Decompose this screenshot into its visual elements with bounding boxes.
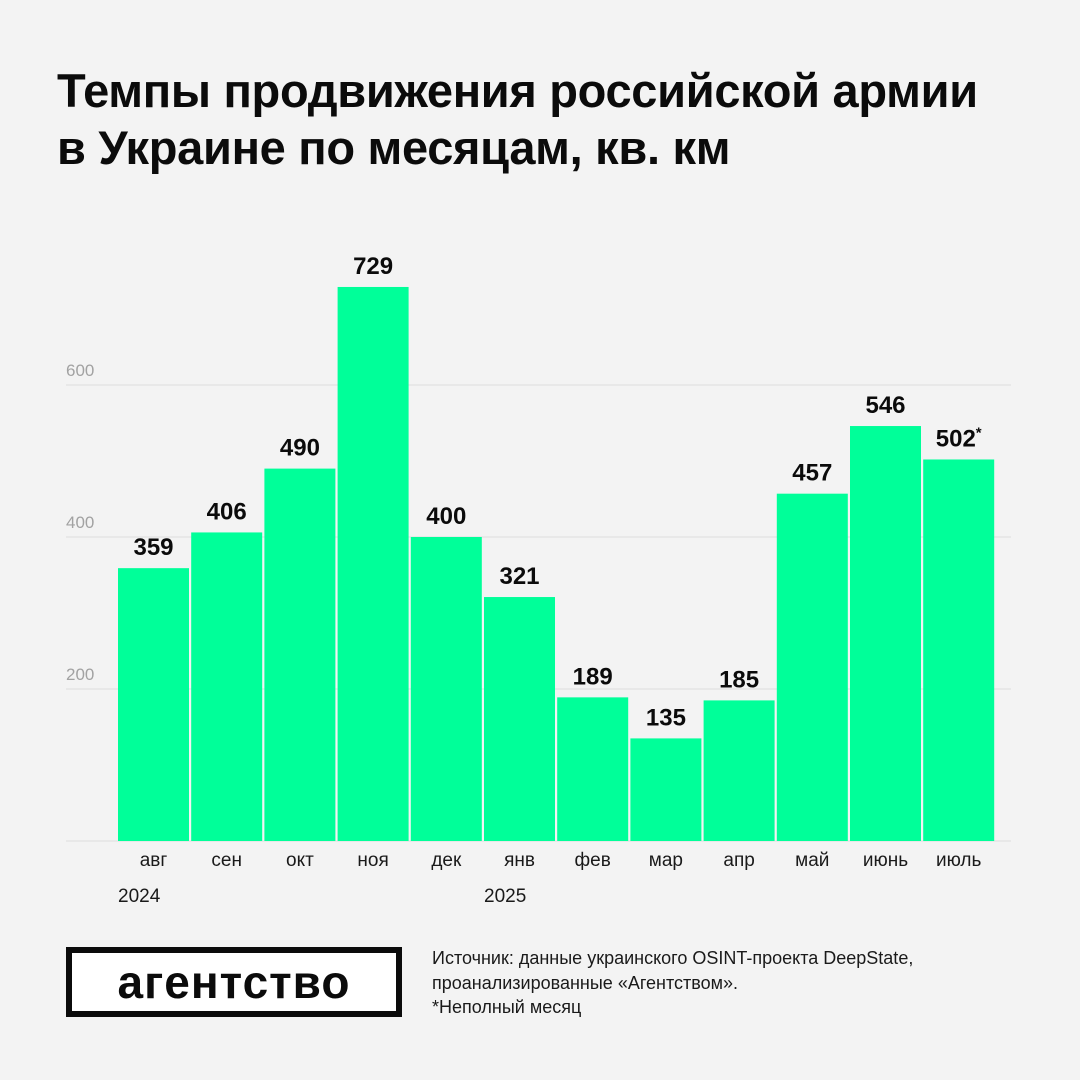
y-tick-label-600: 600 [66,361,94,380]
bar-июль [923,459,995,841]
bar-ноя [337,286,409,842]
value-label-авг: 359 [133,534,173,561]
bar-апр [703,700,775,841]
source-note: Источник: данные украинского OSINT-проек… [432,946,1032,1020]
source-line-1: Источник: данные украинского OSINT-проек… [432,948,914,968]
bar-янв [484,597,555,841]
category-label-дек: дек [431,850,462,871]
category-label-окт: окт [286,850,314,871]
bar-июнь [850,426,921,841]
category-label-ноя: ноя [357,850,388,871]
value-label-фев: 189 [573,663,613,690]
y-tick-label-200: 200 [66,665,94,684]
value-label-янв: 321 [499,563,539,590]
logo-text: агентство [117,956,351,1008]
bar-дек [410,537,482,841]
bars-layer [118,286,995,842]
value-label-мар: 135 [646,704,686,731]
bar-chart: 200 400 600 359 авг 406 сен 490 окт 729 ноя 400 дек 3… [66,253,1011,907]
value-label-дек: 400 [426,503,466,530]
year-label-2024: 2024 [118,886,161,907]
bar-окт [264,468,336,841]
value-label-июнь: 546 [865,392,905,419]
bar-май [776,493,848,841]
bar-фев [557,697,629,841]
category-label-мар: мар [649,850,683,871]
year-label-2025: 2025 [484,886,526,907]
bar-авг [118,568,189,841]
category-label-июнь: июнь [863,850,908,871]
value-label-июль: 502* [936,424,982,452]
bar-мар [630,738,702,841]
category-label-авг: авг [140,850,168,871]
category-label-июль: июль [936,850,982,871]
agentstvo-logo: агентство [66,947,402,1017]
source-line-2: проанализированные «Агентством». [432,972,738,993]
value-label-окт: 490 [280,435,320,462]
category-label-фев: фев [575,850,611,871]
value-label-май: 457 [792,460,832,487]
category-label-апр: апр [723,850,754,871]
category-label-янв: янв [504,850,535,871]
bar-сен [191,532,263,841]
value-label-ноя: 729 [353,253,393,280]
chart-title: Темпы продвижения российской армии в Укр… [57,64,978,174]
y-tick-label-400: 400 [66,513,94,532]
footnote: *Неполный месяц [432,997,582,1017]
labels-layer: 200 400 600 359 авг 406 сен 490 окт 729 ноя 400 дек 3… [66,253,982,907]
category-label-сен: сен [211,850,242,871]
value-label-апр: 185 [719,666,759,693]
value-label-сен: 406 [207,498,247,525]
category-label-май: май [795,850,829,871]
